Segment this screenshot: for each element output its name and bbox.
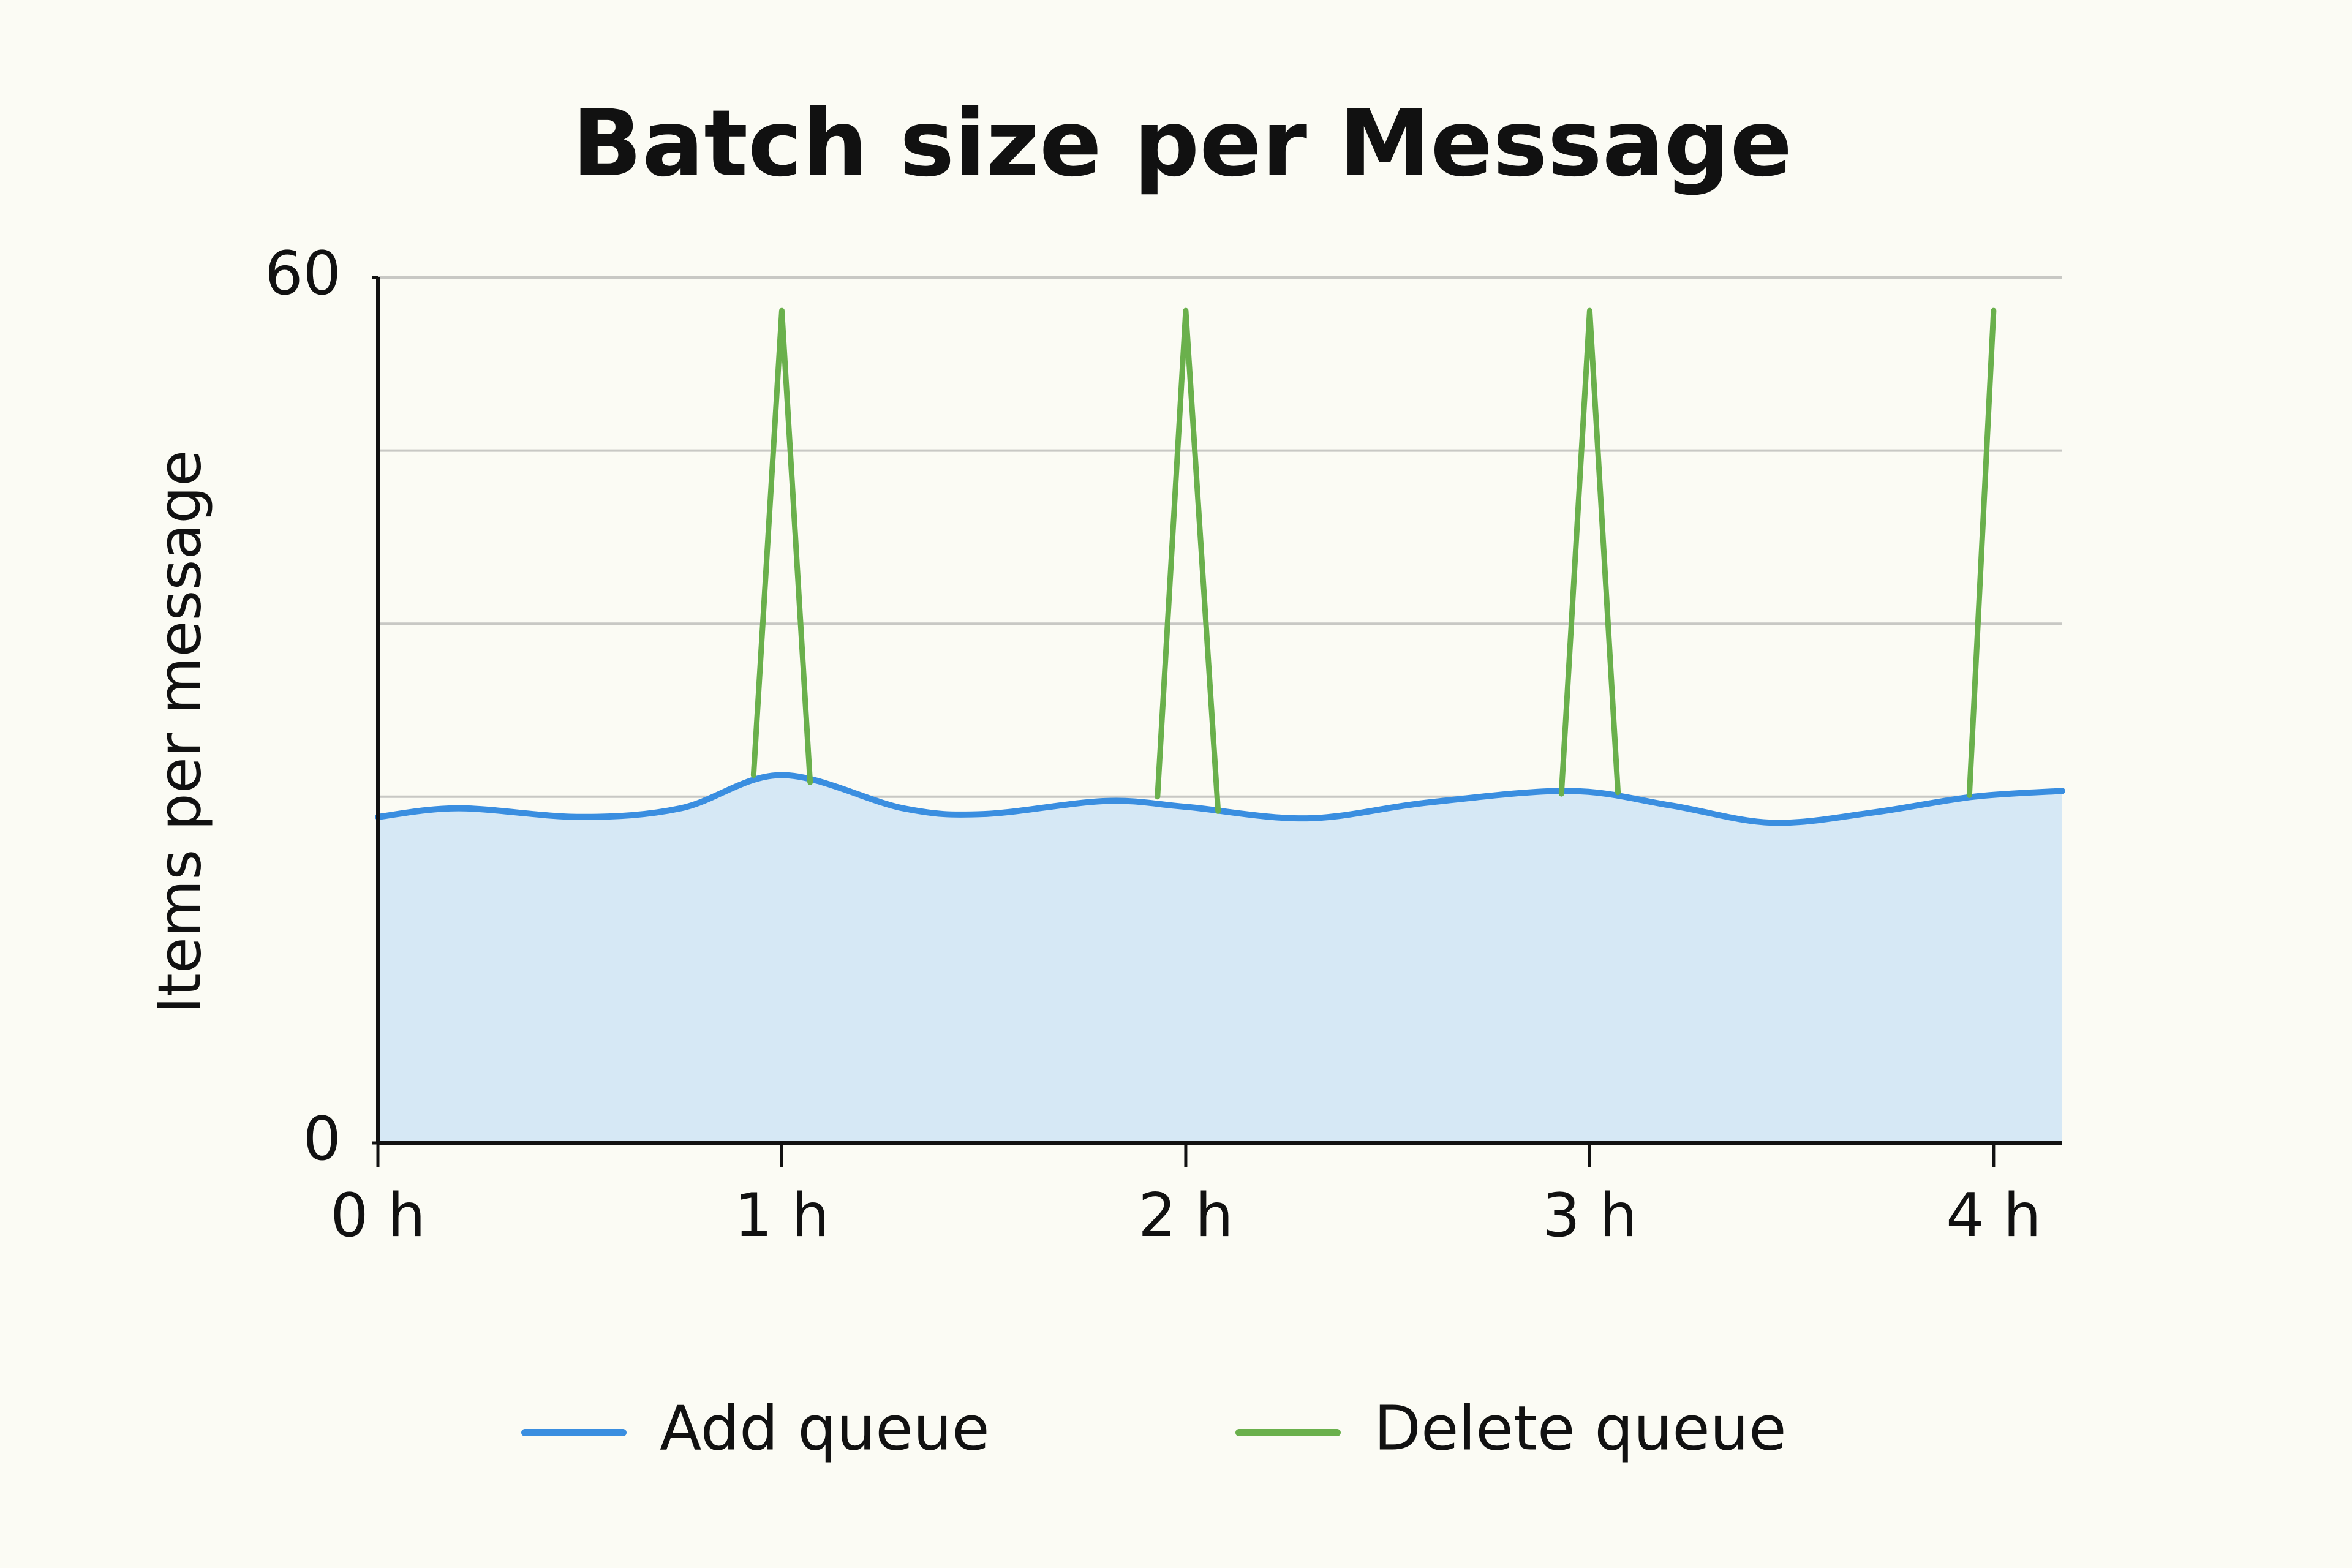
x-tick-label: 1 h — [734, 1181, 830, 1251]
series-line — [375, 772, 2065, 826]
y-tick-label: 60 — [265, 239, 341, 309]
legend-label: Add queue — [660, 1392, 990, 1464]
series-line — [750, 307, 1997, 814]
x-tick-label: 2 h — [1138, 1181, 1234, 1251]
y-tick-label: 0 — [303, 1104, 341, 1174]
y-axis-label: Items per message — [145, 450, 214, 1014]
legend-label: Delete queue — [1374, 1392, 1787, 1464]
x-tick-label: 3 h — [1542, 1181, 1638, 1251]
x-tick-label: 4 h — [1946, 1181, 2041, 1251]
chart-title: Batch size per Message — [572, 91, 1792, 197]
x-tick-label: 0 h — [330, 1181, 426, 1251]
area — [378, 775, 2062, 1143]
